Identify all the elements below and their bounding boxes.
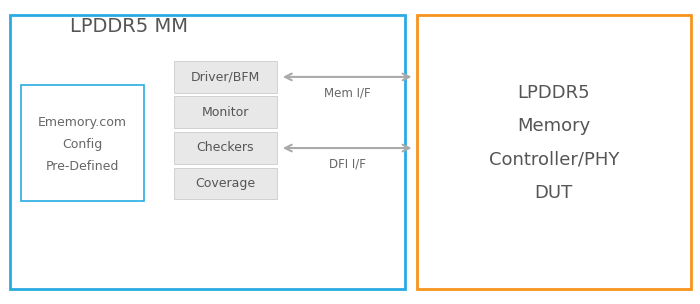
FancyBboxPatch shape: [416, 15, 691, 289]
Text: Memory: Memory: [517, 117, 590, 135]
FancyBboxPatch shape: [174, 96, 277, 128]
Text: Checkers: Checkers: [197, 141, 254, 154]
Text: Coverage: Coverage: [195, 177, 256, 190]
Text: DFI I/F: DFI I/F: [329, 157, 365, 170]
Text: LPDDR5 MM: LPDDR5 MM: [70, 18, 188, 36]
FancyBboxPatch shape: [174, 168, 277, 199]
FancyBboxPatch shape: [21, 85, 144, 201]
FancyBboxPatch shape: [10, 15, 405, 289]
FancyBboxPatch shape: [174, 132, 277, 164]
Text: Pre-Defined: Pre-Defined: [46, 160, 119, 173]
Text: LPDDR5: LPDDR5: [517, 84, 590, 102]
Text: Ememory.com: Ememory.com: [38, 116, 127, 129]
Text: Monitor: Monitor: [202, 106, 249, 119]
Text: Mem I/F: Mem I/F: [324, 86, 370, 99]
FancyBboxPatch shape: [174, 61, 277, 93]
Text: Controller/PHY: Controller/PHY: [489, 150, 619, 169]
Text: DUT: DUT: [535, 184, 573, 202]
Text: Config: Config: [62, 138, 103, 151]
Text: Driver/BFM: Driver/BFM: [191, 70, 260, 83]
